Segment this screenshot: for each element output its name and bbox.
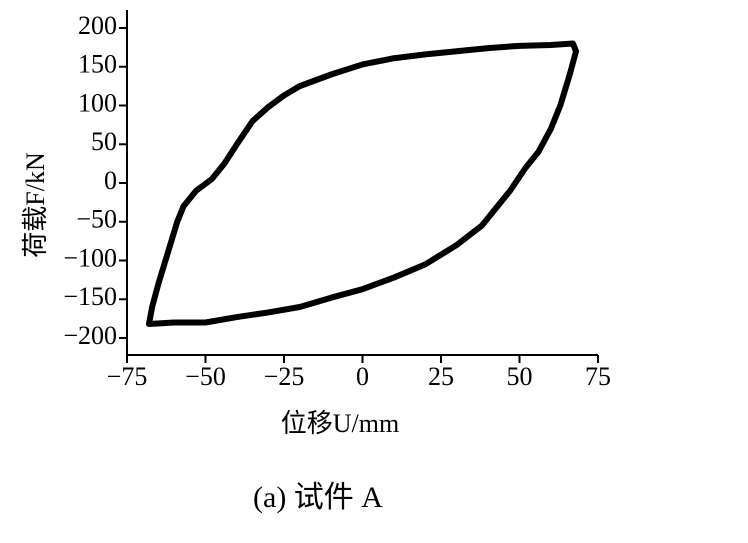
y-tick-label: −200: [63, 321, 117, 350]
y-tick-label: 50: [91, 127, 117, 156]
x-tick-label: −50: [185, 362, 226, 391]
x-axis-label: 位移U/mm: [281, 409, 399, 438]
y-tick-label: 150: [78, 50, 117, 79]
caption: (a) 试件 A: [253, 481, 383, 514]
x-tick-label: 50: [507, 362, 533, 391]
y-tick-label: −50: [76, 205, 117, 234]
y-axis-label: 荷载F/kN: [21, 152, 50, 258]
x-tick-label: 25: [428, 362, 454, 391]
y-tick-label: −100: [63, 243, 117, 272]
y-tick-label: −150: [63, 282, 117, 311]
data-line: [145, 40, 580, 328]
x-tick-label: 0: [356, 362, 369, 391]
y-tick-label: 100: [78, 88, 117, 117]
y-tick-label: 0: [104, 166, 117, 195]
y-tick-label: 200: [78, 11, 117, 40]
x-tick-label: −75: [107, 362, 148, 391]
x-tick-label: 75: [585, 362, 611, 391]
x-tick-label: −25: [264, 362, 305, 391]
